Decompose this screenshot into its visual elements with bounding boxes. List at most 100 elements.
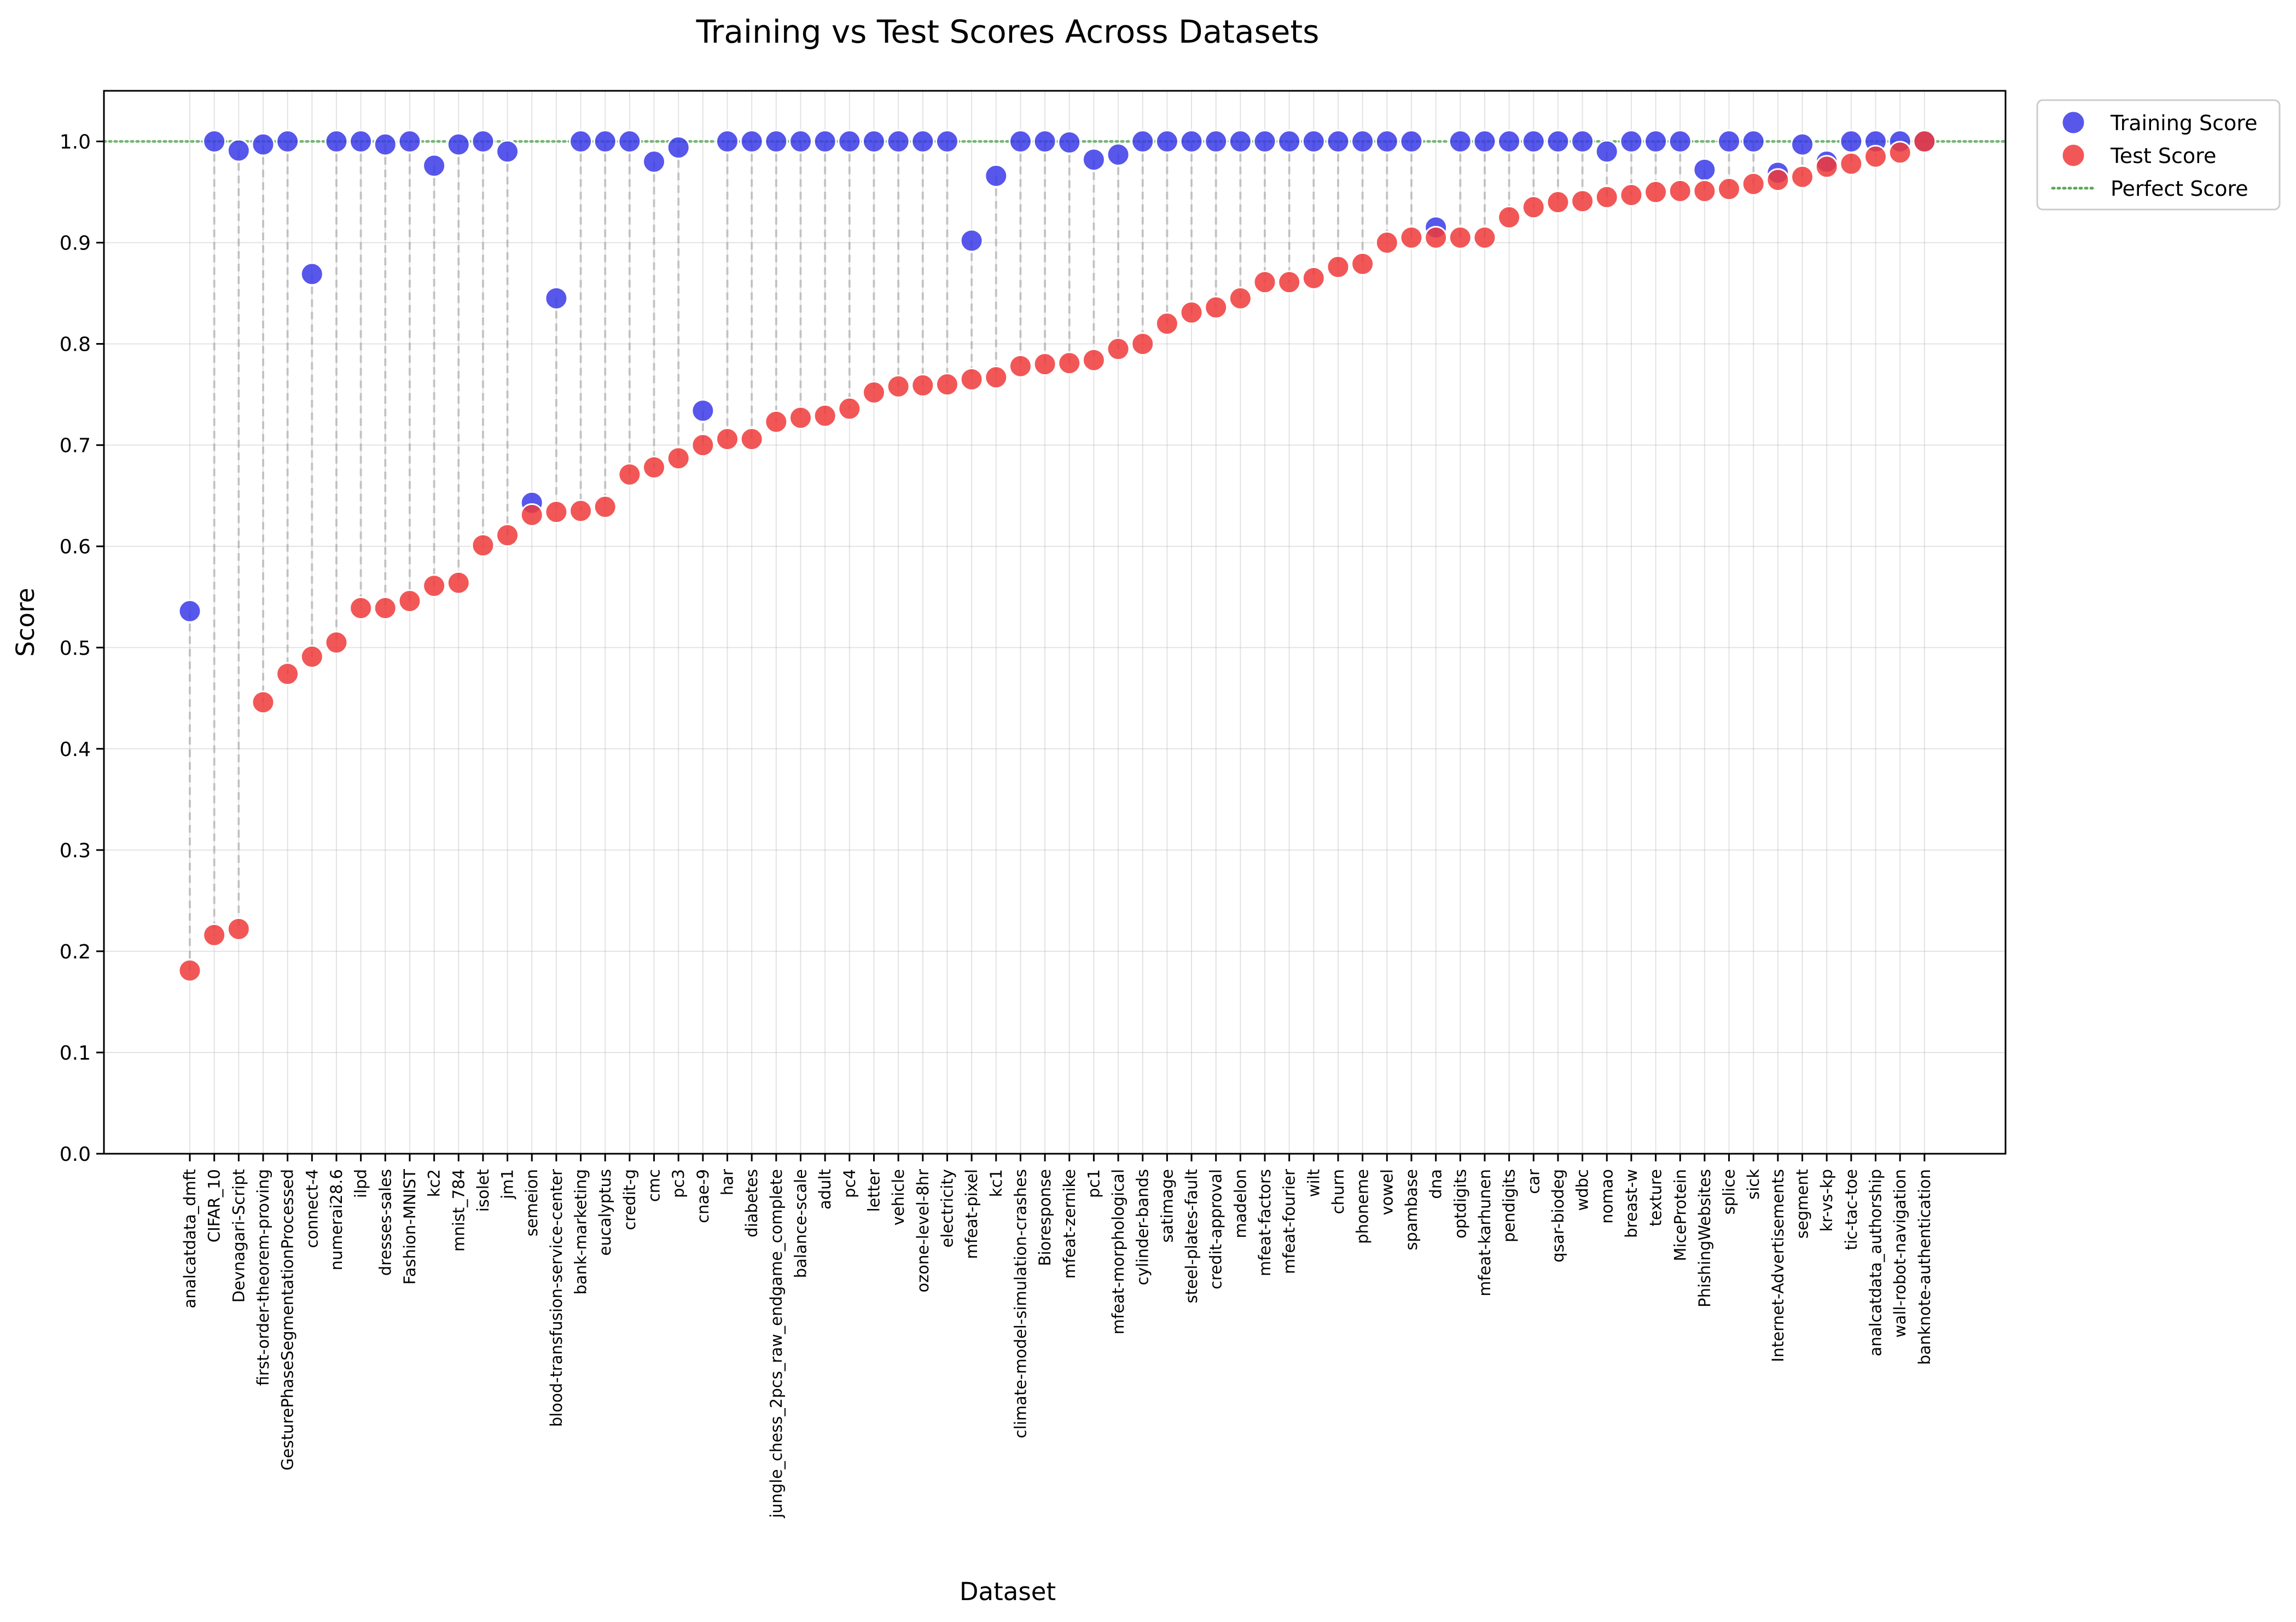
test-score-point (813, 404, 837, 428)
training-score-point (1326, 130, 1350, 154)
training-score-point (251, 132, 275, 156)
training-score-point (1399, 130, 1423, 154)
training-score-point (593, 130, 617, 154)
training-score-point (1546, 130, 1570, 154)
y-tick-label: 0.9 (60, 232, 91, 255)
test-score-point (1399, 225, 1423, 249)
plot-area (102, 90, 2007, 1155)
x-tick-label: diabetes (742, 1169, 761, 1237)
training-score-point (618, 130, 642, 154)
y-tick-label: 0.3 (60, 840, 91, 862)
x-tick-label: balance-scale (792, 1169, 810, 1278)
test-score-point (1473, 225, 1497, 249)
training-score-point (178, 599, 202, 623)
test-score-point (1815, 155, 1839, 179)
x-tick-label: car (1524, 1169, 1543, 1194)
training-score-point (1668, 130, 1692, 154)
x-tick-label: adult (816, 1169, 834, 1210)
training-score-point (813, 130, 837, 154)
y-tick-label: 0.5 (60, 637, 91, 660)
x-tick-label: har (718, 1169, 737, 1195)
test-score-point (1424, 225, 1448, 249)
training-score-point (1717, 130, 1741, 154)
y-axis: 0.0 0.1 0.2 0.3 0.4 0.5 0.6 0.7 0.8 0.9 1.0 (60, 131, 104, 1166)
training-score-point (716, 130, 740, 154)
training-score-point (666, 136, 690, 160)
test-series (178, 130, 1937, 982)
x-tick-label: pendigits (1500, 1169, 1519, 1242)
x-tick-label: pc1 (1084, 1169, 1103, 1198)
test-score-point (1057, 351, 1082, 375)
x-tick-label: wilt (1304, 1169, 1323, 1197)
x-tick-label: nomao (1597, 1169, 1616, 1224)
x-tick-label: Devnagari-Script (229, 1169, 248, 1303)
training-score-point (1131, 130, 1155, 154)
test-score-point (349, 596, 373, 620)
training-series (178, 130, 1937, 623)
test-score-point (1571, 189, 1595, 213)
y-tick-label: 0.8 (60, 334, 91, 356)
x-tick-label: texture (1647, 1169, 1665, 1226)
x-tick-label: numerai28.6 (327, 1169, 346, 1270)
y-tick-label: 0.0 (60, 1143, 91, 1166)
training-score-point (1008, 130, 1032, 154)
training-score-point (1644, 130, 1668, 154)
training-score-point (691, 399, 715, 423)
x-tick-label: jungle_chess_2pcs_raw_endgame_complete (767, 1169, 786, 1519)
test-score-point (1228, 286, 1252, 310)
test-score-point (1595, 185, 1619, 209)
x-tick-label: vowel (1377, 1169, 1396, 1216)
training-score-point (1375, 130, 1399, 154)
training-score-point (226, 138, 251, 162)
training-score-point (202, 130, 226, 154)
training-score-point (1351, 130, 1375, 154)
x-tick-label: CIFAR_10 (205, 1169, 224, 1242)
x-tick-label: ozone-level-8hr (914, 1169, 932, 1293)
test-score-point (984, 365, 1008, 389)
test-score-point (1033, 352, 1057, 376)
training-score-point (1228, 130, 1252, 154)
x-axis-label: Dataset (960, 1577, 1056, 1606)
test-score-point (324, 631, 348, 655)
x-tick-label: analcatdata_dmft (181, 1169, 199, 1309)
test-score-point (1888, 141, 1912, 165)
x-tick-label: qsar-biodeg (1549, 1169, 1567, 1263)
test-score-point (300, 644, 324, 668)
x-tick-label: mfeat-pixel (962, 1169, 981, 1259)
training-score-point (446, 132, 470, 156)
y-tick-label: 0.7 (60, 435, 91, 457)
x-tick-label: steel-plates-fault (1182, 1169, 1201, 1304)
training-score-point (422, 154, 446, 178)
x-tick-label: bank-marketing (572, 1169, 590, 1295)
test-score-point (1277, 270, 1301, 294)
x-tick-label: ilpd (352, 1169, 370, 1198)
test-score-point (520, 503, 544, 527)
training-score-point (1033, 130, 1057, 154)
test-score-point (1351, 252, 1375, 276)
x-tick-label: mfeat-factors (1255, 1169, 1274, 1276)
x-tick-label: mfeat-morphological (1109, 1169, 1127, 1334)
test-score-point (1008, 354, 1032, 378)
test-score-point (496, 523, 520, 547)
test-score-point (1179, 300, 1204, 324)
training-score-point (324, 130, 348, 154)
test-score-point (422, 574, 446, 598)
x-tick-label: Fashion-MNIST (400, 1169, 419, 1285)
x-tick-label: vehicle (889, 1169, 908, 1225)
y-axis-label: Score (11, 588, 40, 656)
legend: Training Score Test Score Perfect Score (2036, 99, 2281, 211)
training-score-point (886, 130, 910, 154)
test-score-point (398, 589, 422, 613)
x-tick-label: Bioresponse (1036, 1169, 1054, 1266)
test-score-point (1913, 130, 1937, 154)
training-score-point (1301, 130, 1326, 154)
test-score-point (764, 410, 788, 434)
test-score-point (740, 427, 764, 451)
test-score-point (226, 917, 251, 941)
test-score-point (1082, 348, 1106, 372)
training-score-point (471, 130, 495, 154)
training-score-point (1253, 130, 1277, 154)
test-score-point (1766, 168, 1790, 192)
test-score-point (202, 923, 226, 947)
y-tick-label: 0.2 (60, 941, 91, 963)
